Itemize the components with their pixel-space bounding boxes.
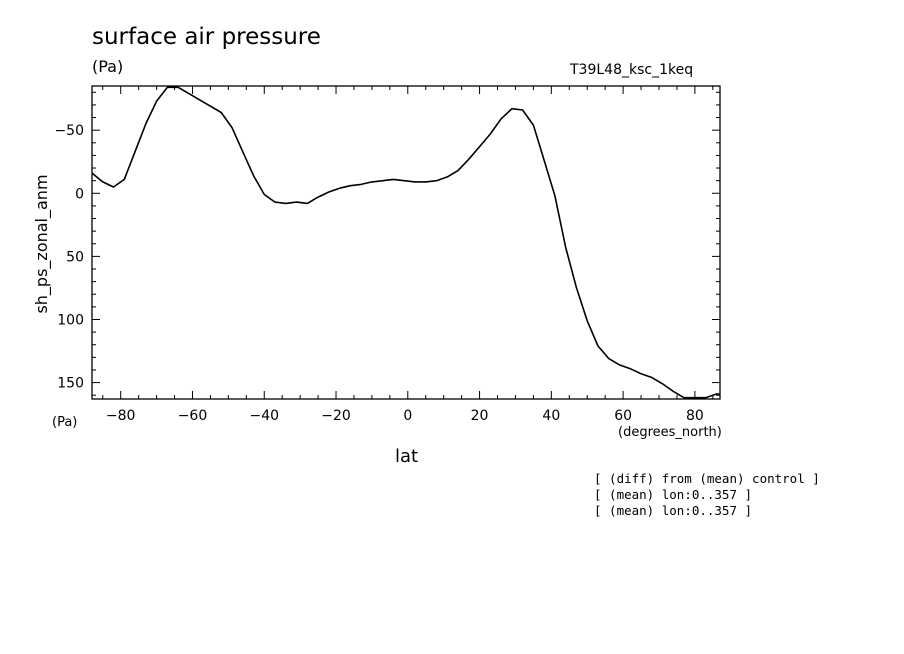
x-axis-label: lat bbox=[395, 446, 419, 467]
annotation-diff: [ (diff) from (mean) control ] bbox=[594, 471, 820, 486]
x-tick-label: −80 bbox=[106, 408, 136, 424]
x-tick-label: 40 bbox=[542, 408, 560, 424]
x-axis-units: (degrees_north) bbox=[618, 425, 722, 440]
chart-title: surface air pressure bbox=[92, 24, 321, 50]
x-tick-label: −20 bbox=[321, 408, 351, 424]
x-tick-label: 20 bbox=[471, 408, 489, 424]
annotation-mean-lon-2: [ (mean) lon:0..357 ] bbox=[594, 503, 753, 518]
y-axis-units: (Pa) bbox=[52, 415, 78, 430]
series-line-0 bbox=[91, 86, 720, 399]
x-tick-label: 80 bbox=[686, 408, 704, 424]
run-label: T39L48_ksc_1keq bbox=[570, 62, 694, 78]
x-tick-label: −40 bbox=[249, 408, 279, 424]
x-tick-label: 60 bbox=[614, 408, 632, 424]
plot-frame bbox=[91, 85, 721, 400]
y-tick-label: −50 bbox=[54, 123, 84, 139]
chart-units: (Pa) bbox=[92, 57, 124, 76]
y-tick-label: 150 bbox=[57, 376, 84, 392]
annotation-mean-lon-1: [ (mean) lon:0..357 ] bbox=[594, 487, 753, 502]
x-tick-label: −60 bbox=[178, 408, 208, 424]
y-tick-label: 0 bbox=[75, 186, 84, 202]
x-tick-label: 0 bbox=[403, 408, 412, 424]
y-tick-label: 100 bbox=[57, 312, 84, 328]
y-tick-label: 50 bbox=[66, 249, 84, 265]
